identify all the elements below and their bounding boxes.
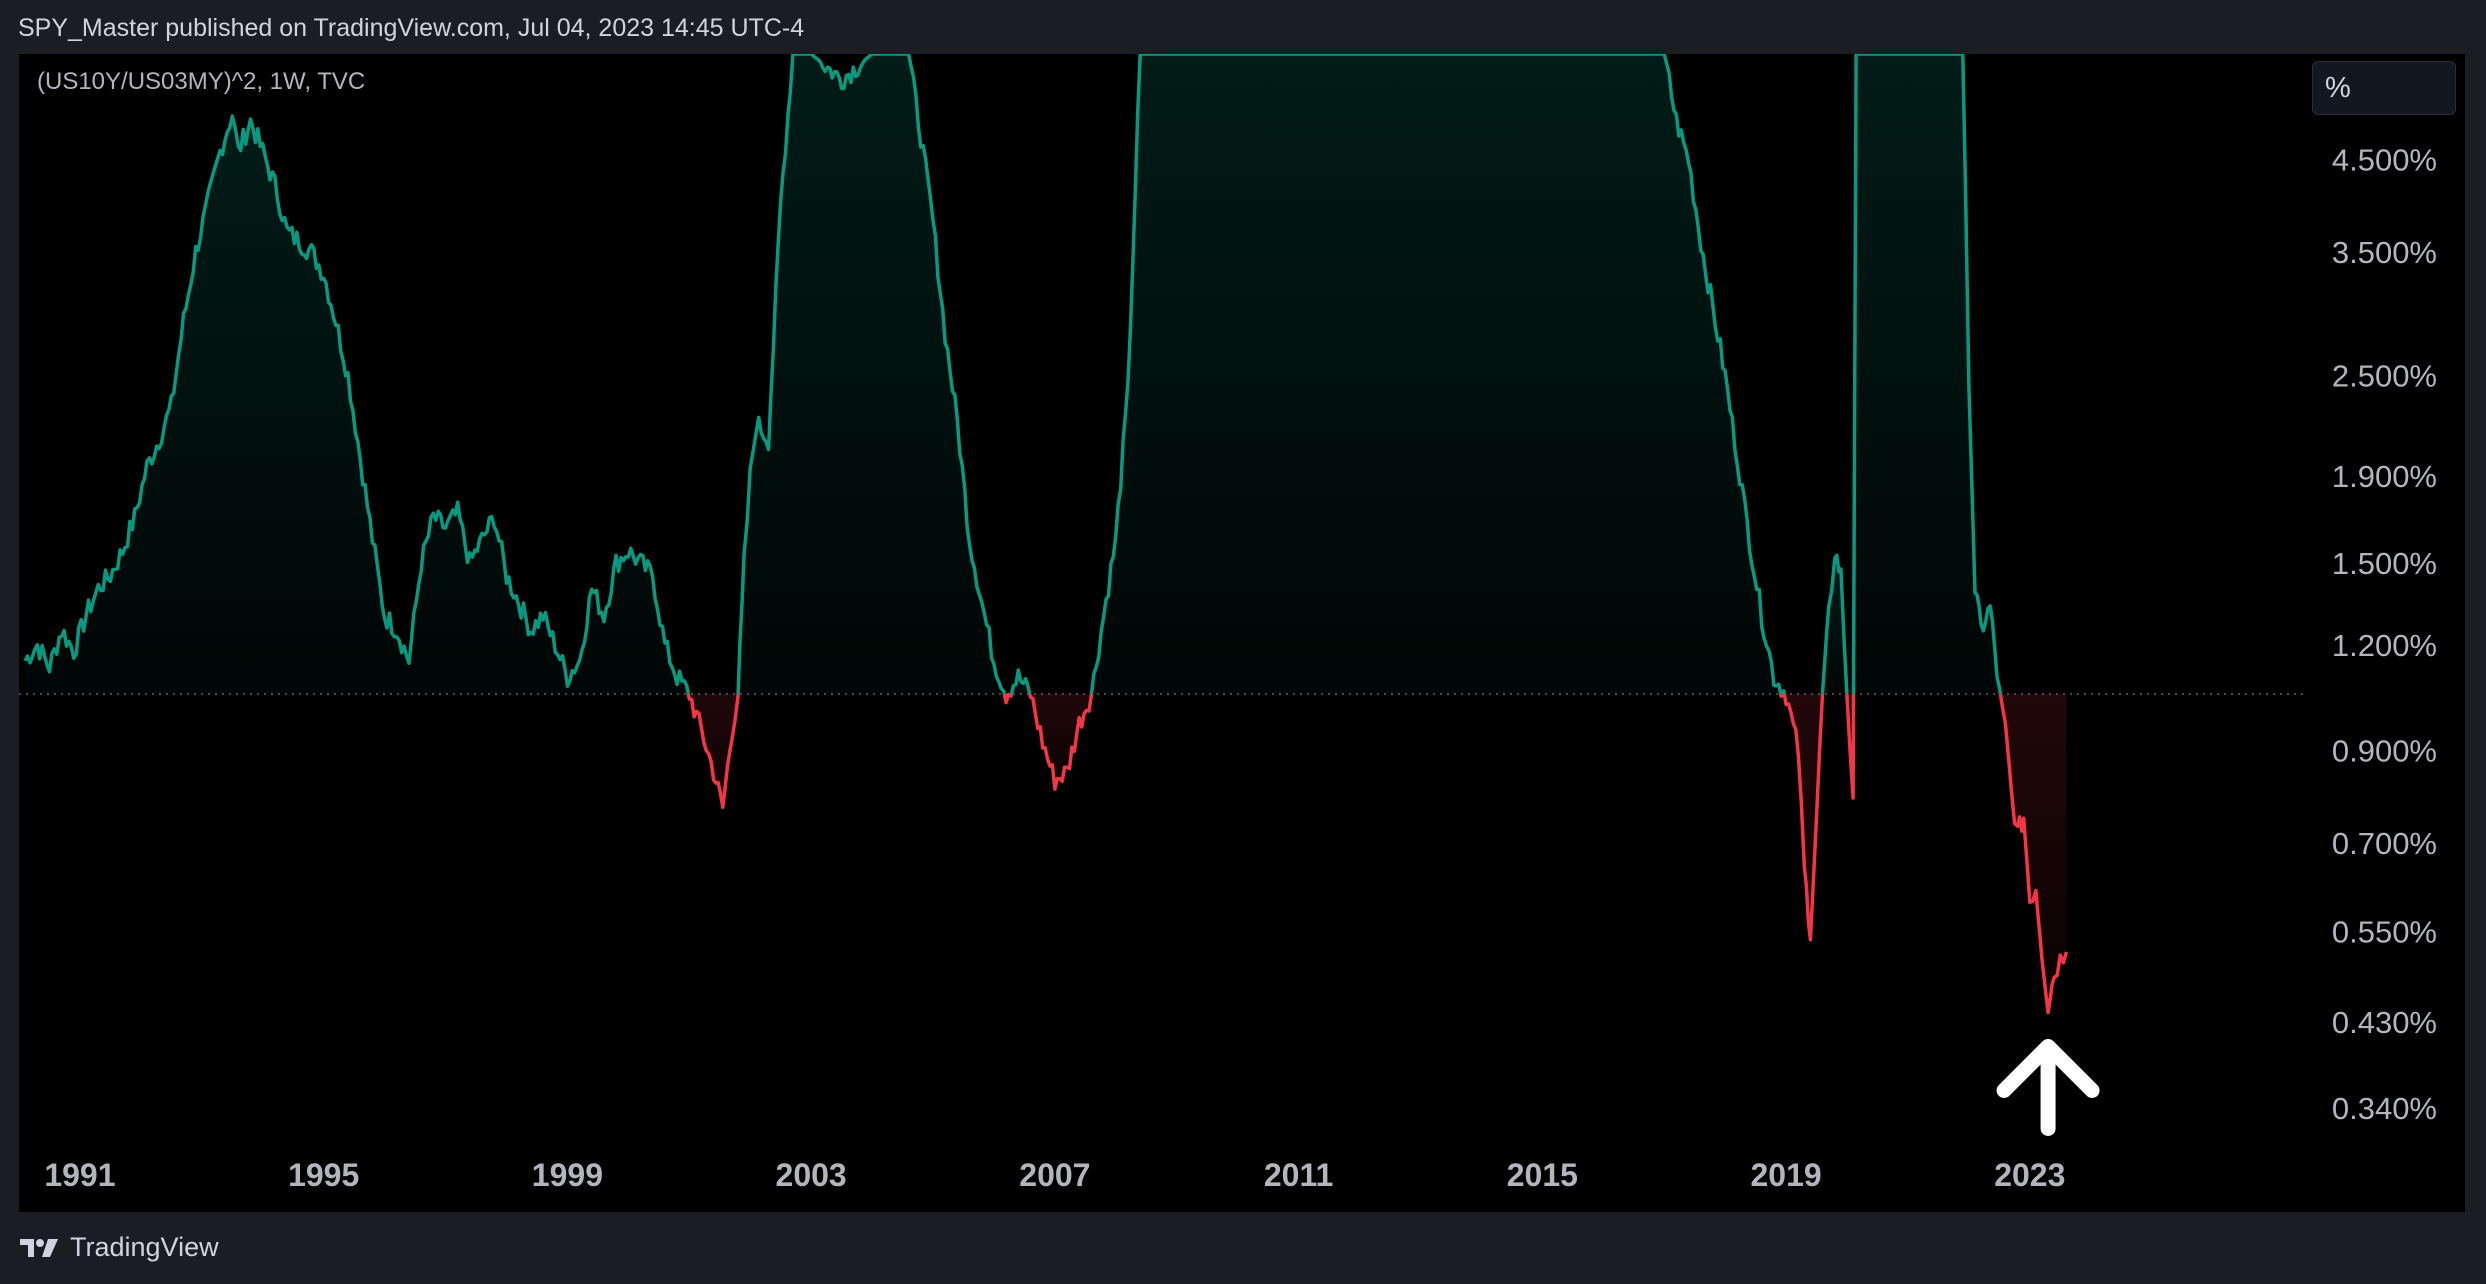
x-tick-label: 2007 xyxy=(1019,1157,1090,1193)
unit-toggle-button[interactable]: % xyxy=(2312,61,2456,115)
brand-name: TradingView xyxy=(70,1232,219,1262)
series-line-above-4 xyxy=(1009,668,1032,695)
series-line-below-9 xyxy=(1782,693,1825,942)
series-fill-above-0 xyxy=(25,116,689,694)
series-line-below-13 xyxy=(1998,693,2069,1015)
series-fill-below-5 xyxy=(1029,694,1092,790)
chart-canvas: 4.500% 3.500% 2.500% 1.900% 1.500% 1.200% 0.90… xyxy=(19,54,2437,1193)
y-tick-label: 1.900% xyxy=(2332,459,2437,494)
series-line-above-2 xyxy=(736,54,1007,695)
y-tick-label: 4.500% xyxy=(2332,143,2437,178)
x-tick-label: 2003 xyxy=(776,1157,847,1193)
annotation-arrow-up-icon xyxy=(1996,1038,2100,1136)
x-tick-label: 1991 xyxy=(44,1157,115,1193)
footer-brand[interactable]: TradingView xyxy=(18,1232,219,1263)
series-line-below-1 xyxy=(686,693,740,810)
y-tick-label: 1.500% xyxy=(2332,546,2437,581)
series-fill-above-6 xyxy=(1091,54,1781,694)
y-tick-label: 0.900% xyxy=(2332,734,2437,769)
series-fill-above-2 xyxy=(738,54,1005,694)
series-fill-above-12 xyxy=(1853,54,2001,694)
series-line-below-3 xyxy=(1002,692,1014,705)
series-line-below-7 xyxy=(1778,693,1784,699)
y-tick-label: 0.550% xyxy=(2332,914,2437,949)
unit-label: % xyxy=(2325,72,2351,104)
y-tick-label: 0.700% xyxy=(2332,826,2437,861)
x-tick-label: 2015 xyxy=(1507,1157,1578,1193)
y-tick-label: 1.200% xyxy=(2332,628,2437,663)
y-tick-label: 0.340% xyxy=(2332,1091,2437,1126)
series-line-above-12 xyxy=(1851,54,2003,695)
chart-area[interactable]: 4.500% 3.500% 2.500% 1.900% 1.500% 1.200% 0.90… xyxy=(19,54,2465,1212)
x-tick-label: 2011 xyxy=(1264,1157,1333,1193)
y-tick-label: 0.430% xyxy=(2332,1005,2437,1040)
publisher-caption: SPY_Master published on TradingView.com,… xyxy=(18,14,805,42)
y-tick-label: 2.500% xyxy=(2332,358,2437,393)
series-line-above-8 xyxy=(1780,688,1786,695)
series-legend: (US10Y/US03MY)^2, 1W, TVC xyxy=(37,68,366,95)
series-line-above-0 xyxy=(23,114,691,695)
y-tick-label: 3.500% xyxy=(2332,235,2437,270)
x-tick-label: 1995 xyxy=(288,1157,359,1193)
series-line-above-10 xyxy=(1820,553,1849,695)
x-tick-label: 1999 xyxy=(532,1157,603,1193)
tradingview-logo-icon xyxy=(20,1238,58,1257)
series-line-below-5 xyxy=(1028,693,1094,791)
series-line-above-6 xyxy=(1089,54,1783,695)
series-fill-below-13 xyxy=(2000,694,2067,1013)
series-line-below-11 xyxy=(1845,693,1856,800)
x-tick-label: 2023 xyxy=(1994,1157,2065,1193)
x-tick-label: 2019 xyxy=(1750,1157,1821,1193)
